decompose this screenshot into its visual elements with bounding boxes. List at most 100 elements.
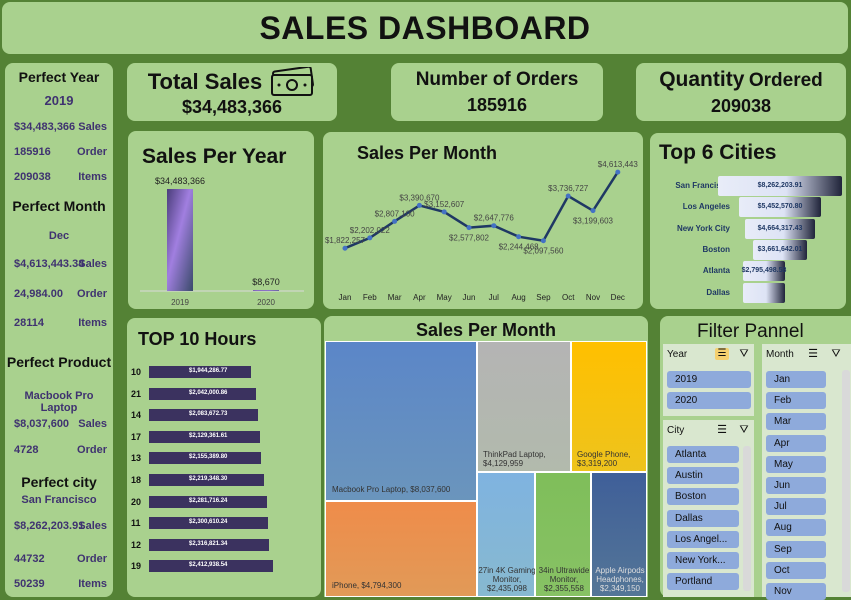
clear-filter-icon[interactable]: ⛛ <box>739 424 749 436</box>
month-tick-label: Sep <box>536 293 551 302</box>
multi-select-icon[interactable]: ☰ <box>715 348 729 360</box>
city-bar-label: $5,452,570.80 <box>757 203 803 211</box>
month-point <box>516 234 522 240</box>
hour-label: 17 <box>131 431 142 442</box>
month-slicer-item[interactable]: Oct <box>766 561 826 579</box>
month-point <box>540 238 546 244</box>
treemap-tile-label: Google Phone, $3,319,200 <box>577 450 631 468</box>
hour-bar: $2,281,716.24 <box>149 495 267 508</box>
month-point-label: $1,822,257 <box>325 236 366 245</box>
month-slicer-item[interactable]: Jul <box>766 498 826 516</box>
city-slicer-item[interactable]: Austin <box>667 467 739 485</box>
month-slicer-item[interactable]: Jan <box>766 371 826 388</box>
city-bar-label: $8,262,203.91 <box>757 182 803 189</box>
treemap-tile-label: ThinkPad Laptop, $4,129,959 <box>483 450 546 468</box>
treemap-tile: 34in Ultrawide Monitor, $2,355,558 <box>535 472 591 597</box>
month-slicer-item[interactable]: Aug <box>766 519 826 537</box>
city-slicer-item[interactable]: Dallas <box>667 509 739 527</box>
treemap-card: Sales Per Month Macbook Pro Laptop, $8,0… <box>324 316 648 597</box>
month-point <box>367 235 373 241</box>
city-row: Dallas <box>650 282 846 303</box>
clear-filter-icon[interactable]: ⛛ <box>831 348 841 360</box>
month-slicer-item[interactable]: May <box>766 455 826 473</box>
city-slicer-label: City <box>667 425 685 436</box>
month-point-label: $2,647,776 <box>474 214 515 223</box>
perfect-month-value: Dec <box>48 230 70 242</box>
month-point-label: $2,577,802 <box>449 234 490 243</box>
multi-select-icon[interactable]: ☰ <box>808 348 818 360</box>
month-slicer-item[interactable]: Feb <box>766 392 826 410</box>
year-slicer-item[interactable]: 2019 <box>667 371 751 388</box>
hour-bar: $2,219,348.30 <box>149 474 264 486</box>
city-bar <box>743 282 785 303</box>
month-point <box>565 193 571 199</box>
month-point <box>416 202 422 208</box>
hour-bar: $2,300,610.24 <box>149 517 268 530</box>
month-slicer-item[interactable]: Nov <box>766 583 826 600</box>
hour-bar: $2,042,000.86 <box>149 387 256 400</box>
year-tick-label: 2019 <box>171 298 189 307</box>
perfect-year-title: Perfect Year <box>18 69 100 85</box>
city-bar-label: $2,795,498.58 <box>741 267 787 275</box>
top-cities-card: Top 6 Cities San Francisco $8,262,203.91 L… <box>650 133 846 309</box>
month-point-label: $3,736,727 <box>548 184 589 193</box>
hour-bar-label: $2,281,716.24 <box>189 497 228 504</box>
filter-panel-title: Filter Pannel <box>697 321 804 342</box>
month-slicer-item[interactable]: Jun <box>766 477 826 494</box>
clear-filter-icon[interactable]: ⛛ <box>739 348 749 360</box>
hour-row: 19 $2,412,938.54 <box>127 560 321 573</box>
city-slicer-item[interactable]: Boston <box>667 488 739 506</box>
hour-row: 10 $1,944,286.77 <box>127 366 321 379</box>
hour-row: 14 $2,083,672.73 <box>127 409 321 422</box>
year-bar-label: $34,483,366 <box>155 176 205 186</box>
hour-bar: $2,129,361.61 <box>149 430 260 443</box>
sales-per-month-line-card: Sales Per Month $1,822,257 Jan $2,202,022 F… <box>323 132 643 309</box>
month-point-label: $4,613,443 <box>598 160 639 169</box>
month-point <box>392 218 398 224</box>
hour-row: 17 $2,129,361.61 <box>127 430 321 444</box>
month-slicer-item[interactable]: Sep <box>766 540 826 558</box>
treemap-tile: iPhone, $4,794,300 <box>325 501 477 597</box>
treemap-tile: Macbook Pro Laptop, $8,037,600 <box>325 341 477 501</box>
city-slicer-item[interactable]: Los Angel... <box>667 530 739 548</box>
perfect-city-title: Perfect city <box>21 474 97 490</box>
sales-per-month-line-chart: $1,822,257 Jan $2,202,022 Feb $2,807,100 Mar $… <box>325 160 639 302</box>
hour-label: 21 <box>131 388 142 399</box>
perfect-year-value: 2019 <box>44 93 74 108</box>
hour-label: 20 <box>131 496 142 507</box>
month-slicer-item[interactable]: Apr <box>766 434 826 452</box>
month-tick-label: Dec <box>611 293 625 302</box>
multi-select-icon[interactable]: ☰ <box>717 424 727 436</box>
month-point <box>466 225 472 231</box>
sales-per-year-chart: $34,483,366 2019 $8,670 2020 <box>140 176 304 307</box>
hour-bar: $1,944,286.77 <box>149 366 252 378</box>
city-scrollbar[interactable] <box>743 446 751 591</box>
year-slicer-item[interactable]: 2020 <box>667 392 751 409</box>
city-slicer-item[interactable]: New York... <box>667 552 739 569</box>
perfect-product-value: Macbook Pro Laptop <box>24 390 94 414</box>
month-slicer: Month ☰ ⛛ Jan Feb Mar Apr May Jun Jul Aug Sep Oct… <box>762 344 851 600</box>
city-slicer: City ☰ ⛛ Atlanta Austin Boston Dallas Los An… <box>663 420 754 597</box>
city-row: Atlanta $2,795,498.58 <box>650 261 846 282</box>
month-point <box>342 245 348 251</box>
treemap-tile: Apple Airpods Headphones, $2,349,150 <box>591 472 647 597</box>
hour-row: 13 $2,155,389.80 <box>127 452 321 465</box>
month-slicer-item[interactable]: Mar <box>766 413 826 431</box>
hour-row: 11 $2,300,610.24 <box>127 517 321 530</box>
hour-label: 13 <box>131 453 142 464</box>
city-name: Dallas <box>706 287 730 297</box>
city-name: New York City <box>676 223 730 233</box>
treemap-title: Sales Per Month <box>415 320 557 340</box>
city-slicer-item[interactable]: Portland <box>667 573 739 591</box>
city-slicer-item[interactable]: Atlanta <box>667 446 739 463</box>
hour-label: 18 <box>131 475 142 485</box>
kpi-orders-value: 185916 <box>466 94 528 115</box>
hour-label: 11 <box>131 518 141 529</box>
month-point-label: $3,199,603 <box>573 217 614 226</box>
city-row: Boston $3,661,642.01 <box>650 239 846 260</box>
treemap-tile-label: Apple Airpods Headphones, $2,349,150 <box>595 566 645 593</box>
month-scrollbar[interactable] <box>842 370 850 592</box>
month-point-label: $3,390,670 <box>399 193 440 202</box>
hour-row: 12 $2,316,821.34 <box>127 538 321 552</box>
hour-bar: $2,316,821.34 <box>149 538 269 551</box>
